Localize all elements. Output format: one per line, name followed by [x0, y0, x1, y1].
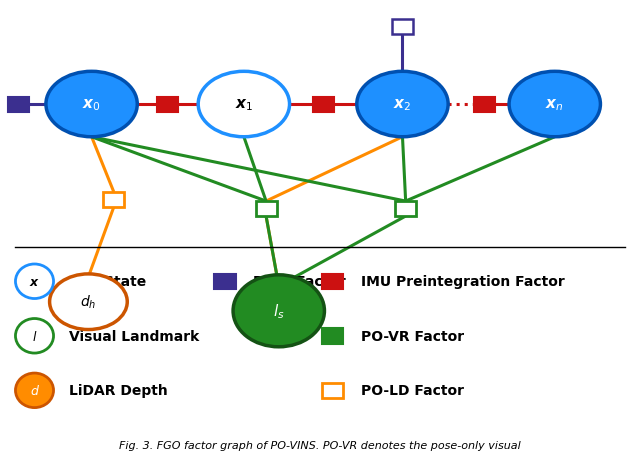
Text: $d$: $d$ — [29, 383, 40, 397]
Bar — [392, 20, 413, 35]
Text: IMU Preintegration Factor: IMU Preintegration Factor — [361, 274, 565, 289]
Ellipse shape — [198, 72, 289, 137]
Text: $\boldsymbol{x}_n$: $\boldsymbol{x}_n$ — [545, 97, 564, 112]
Text: $\boldsymbol{x}_2$: $\boldsymbol{x}_2$ — [394, 97, 412, 112]
Text: IMU State: IMU State — [69, 274, 147, 289]
Bar — [255, 202, 276, 217]
Ellipse shape — [233, 275, 324, 347]
Text: $\boldsymbol{x}$: $\boldsymbol{x}$ — [29, 275, 40, 288]
Text: PO-VR Factor: PO-VR Factor — [361, 329, 465, 343]
Text: Prior Factor: Prior Factor — [253, 274, 346, 289]
Bar — [322, 274, 344, 289]
Bar — [474, 97, 495, 112]
Bar — [103, 192, 124, 207]
Ellipse shape — [15, 373, 54, 408]
Text: $l_s$: $l_s$ — [273, 302, 285, 320]
Bar — [322, 328, 344, 344]
Text: PO-LD Factor: PO-LD Factor — [361, 383, 464, 397]
Text: $d_h$: $d_h$ — [80, 293, 97, 311]
Ellipse shape — [49, 274, 127, 330]
Text: $\boldsymbol{x}_1$: $\boldsymbol{x}_1$ — [235, 97, 253, 112]
Ellipse shape — [356, 72, 448, 137]
Bar — [214, 274, 236, 289]
Ellipse shape — [15, 264, 54, 299]
Text: $\boldsymbol{x}_0$: $\boldsymbol{x}_0$ — [82, 97, 101, 112]
Bar — [157, 97, 178, 112]
Ellipse shape — [15, 319, 54, 353]
Text: Fig. 3. FGO factor graph of PO-VINS. PO-VR denotes the pose-only visual: Fig. 3. FGO factor graph of PO-VINS. PO-… — [119, 440, 521, 450]
Bar — [8, 97, 29, 112]
Text: $l$: $l$ — [32, 329, 37, 343]
Text: Visual Landmark: Visual Landmark — [69, 329, 200, 343]
Text: LiDAR Depth: LiDAR Depth — [69, 383, 168, 397]
Bar — [395, 202, 416, 217]
Ellipse shape — [509, 72, 600, 137]
Ellipse shape — [46, 72, 137, 137]
Bar — [322, 383, 344, 398]
Bar — [313, 97, 333, 112]
